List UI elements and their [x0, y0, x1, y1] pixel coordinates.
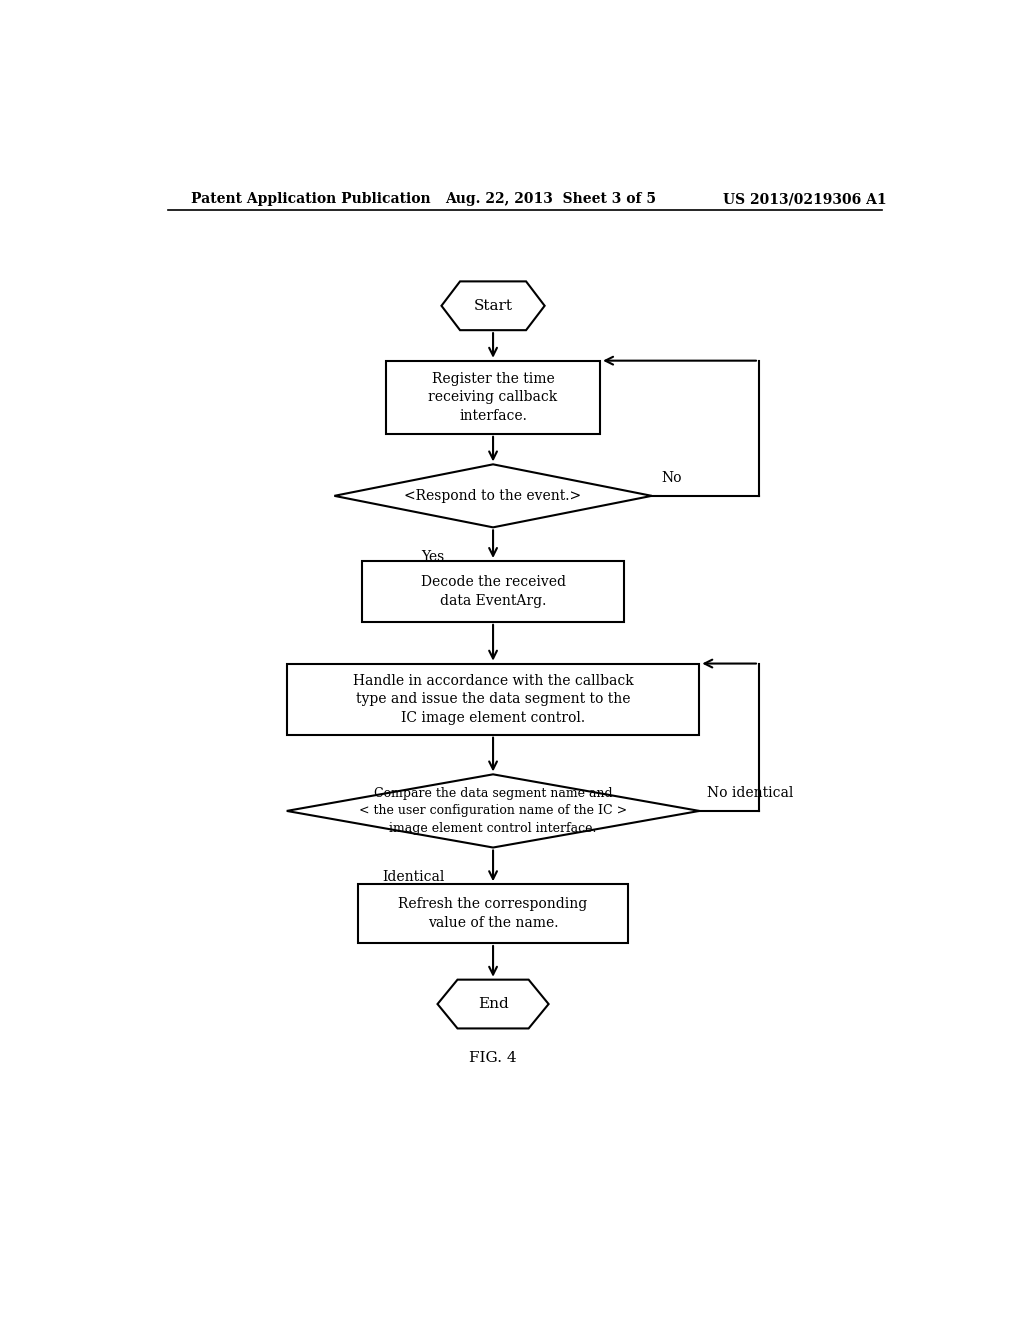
Text: image element control interface.: image element control interface. [389, 822, 597, 834]
Text: Compare the data segment name and: Compare the data segment name and [374, 787, 612, 800]
Bar [358, 884, 628, 942]
Text: Identical: Identical [382, 870, 444, 884]
Text: US 2013/0219306 A1: US 2013/0219306 A1 [723, 191, 887, 206]
Text: End: End [477, 997, 509, 1011]
Text: <Respond to the event.>: <Respond to the event.> [404, 488, 582, 503]
Text: Register the time
receiving callback
interface.: Register the time receiving callback int… [428, 372, 558, 422]
Text: Decode the received
data EventArg.: Decode the received data EventArg. [421, 576, 565, 607]
Text: Patent Application Publication: Patent Application Publication [191, 191, 431, 206]
Text: Handle in accordance with the callback
type and issue the data segment to the
IC: Handle in accordance with the callback t… [352, 673, 634, 725]
Bar [362, 561, 624, 622]
Text: No identical: No identical [708, 785, 794, 800]
Text: Aug. 22, 2013  Sheet 3 of 5: Aug. 22, 2013 Sheet 3 of 5 [445, 191, 656, 206]
Text: Yes: Yes [422, 549, 444, 564]
Text: < the user configuration name of the IC >: < the user configuration name of the IC … [359, 804, 627, 817]
Text: No: No [662, 470, 682, 484]
Text: FIG. 4: FIG. 4 [469, 1051, 517, 1065]
Text: Refresh the corresponding
value of the name.: Refresh the corresponding value of the n… [398, 898, 588, 929]
Bar [287, 664, 699, 735]
Bar [386, 360, 600, 434]
Text: Start: Start [473, 298, 513, 313]
